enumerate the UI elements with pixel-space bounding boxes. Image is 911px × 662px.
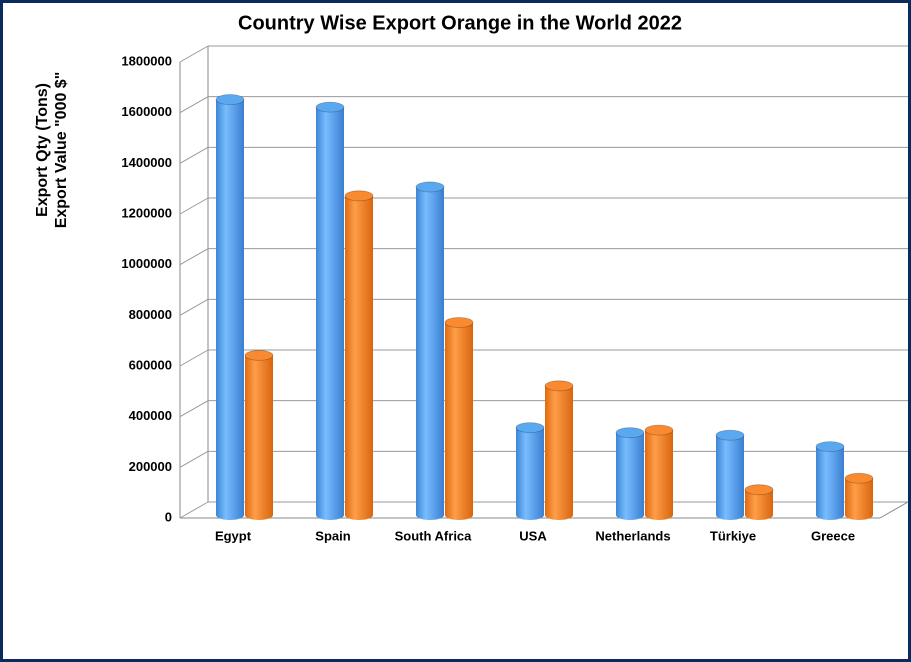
bar-top	[444, 317, 474, 328]
bar-top	[515, 422, 545, 434]
grid-line-side	[179, 45, 209, 63]
bar	[544, 380, 574, 520]
bar-bottom	[445, 510, 473, 520]
bar-body	[816, 446, 844, 515]
bar	[515, 422, 545, 520]
bar-body	[445, 322, 473, 515]
bar-bottom	[216, 510, 244, 520]
x-tick-label: South Africa	[395, 528, 473, 543]
bar-bottom	[545, 510, 573, 520]
bar-top	[244, 349, 274, 361]
bar-body	[545, 385, 573, 515]
bar	[815, 441, 845, 520]
grid-line-side	[179, 400, 209, 418]
bar-top	[544, 380, 574, 392]
y-tick-label: 400000	[129, 408, 172, 423]
bar-bottom	[716, 510, 744, 520]
chart-title: Country Wise Export Orange in the World …	[238, 12, 682, 34]
grid-line-side	[179, 96, 209, 114]
y-tick-label: 1400000	[121, 155, 172, 170]
bar	[444, 317, 474, 520]
bar-bottom	[845, 510, 873, 520]
y-tick-label: 1200000	[121, 205, 172, 220]
bar	[615, 427, 645, 520]
x-tick-label: Spain	[315, 528, 350, 543]
y-tick-label: 1000000	[121, 256, 172, 271]
y-tick-label: 600000	[129, 357, 172, 372]
x-tick-label: Egypt	[215, 528, 252, 543]
bar-bottom	[245, 510, 273, 520]
bar-top	[715, 429, 745, 441]
y-tick-label: 200000	[129, 459, 172, 474]
bar-bottom	[745, 510, 773, 520]
bar	[344, 190, 374, 520]
bar-top	[315, 101, 345, 113]
bar-body	[716, 435, 744, 515]
y-axis-label: Export Qty (Tons)	[34, 83, 51, 217]
grid-line	[179, 45, 908, 63]
y-axis-label: Export Value "000 $"	[53, 72, 70, 229]
bar-body	[316, 107, 344, 515]
bar-body	[845, 478, 873, 515]
y-tick-label: 0	[165, 509, 172, 524]
bar-body	[616, 432, 644, 515]
y-tick-label: 1600000	[121, 104, 172, 119]
bar-top	[815, 441, 845, 453]
bar	[644, 424, 674, 520]
bar-bottom	[316, 510, 344, 520]
bar	[715, 429, 745, 520]
bar-top	[844, 472, 874, 484]
grid-line-side	[179, 298, 209, 316]
x-tick-label: Greece	[811, 528, 855, 543]
bar-top	[415, 181, 445, 193]
x-tick-label: Netherlands	[595, 528, 670, 543]
bar-body	[416, 186, 444, 515]
bar-bottom	[516, 510, 544, 520]
bar-bottom	[645, 510, 673, 520]
bar-body	[216, 99, 244, 516]
grid-line-side	[179, 450, 209, 468]
grid-line	[179, 96, 908, 114]
bar	[215, 94, 245, 520]
bar-body	[645, 430, 673, 515]
bar-bottom	[816, 510, 844, 520]
bar	[415, 181, 445, 520]
bar	[744, 484, 774, 520]
bar-top	[644, 424, 674, 436]
bar-top	[344, 190, 374, 202]
y-tick-label: 1800000	[121, 53, 172, 68]
bar-top	[615, 427, 645, 439]
grid-line-side	[179, 501, 209, 519]
x-tick-label: Türkiye	[710, 528, 756, 543]
bar-body	[516, 427, 544, 515]
floor-edge	[879, 501, 909, 519]
bar-bottom	[345, 510, 373, 520]
bar	[244, 349, 274, 520]
bar-body	[345, 195, 373, 516]
y-tick-label: 800000	[129, 307, 172, 322]
grid-line-side	[179, 349, 209, 367]
bar-bottom	[416, 510, 444, 520]
bar-top	[215, 94, 245, 105]
grid-line-side	[179, 197, 209, 215]
bar	[315, 101, 345, 520]
bar-top	[744, 484, 774, 496]
x-tick-label: USA	[519, 528, 547, 543]
bar-bottom	[616, 510, 644, 520]
bar-body	[245, 355, 273, 515]
grid-line-side	[179, 248, 209, 266]
bar	[844, 472, 874, 520]
grid-line-side	[179, 146, 209, 164]
